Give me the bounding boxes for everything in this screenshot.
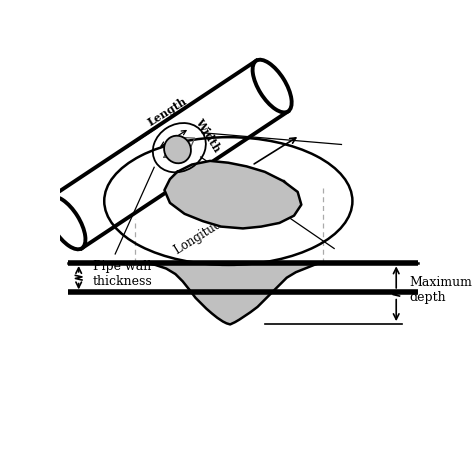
Text: Length: Length bbox=[146, 96, 189, 128]
Ellipse shape bbox=[253, 60, 292, 112]
Polygon shape bbox=[68, 263, 418, 324]
Text: Pipe wall
thickness: Pipe wall thickness bbox=[92, 260, 152, 288]
Polygon shape bbox=[164, 161, 301, 228]
Text: Maximum
depth: Maximum depth bbox=[409, 276, 472, 304]
Text: Width: Width bbox=[193, 116, 222, 154]
Ellipse shape bbox=[46, 197, 85, 249]
Ellipse shape bbox=[164, 136, 191, 163]
Text: Longitudinal direction: Longitudinal direction bbox=[173, 175, 292, 257]
